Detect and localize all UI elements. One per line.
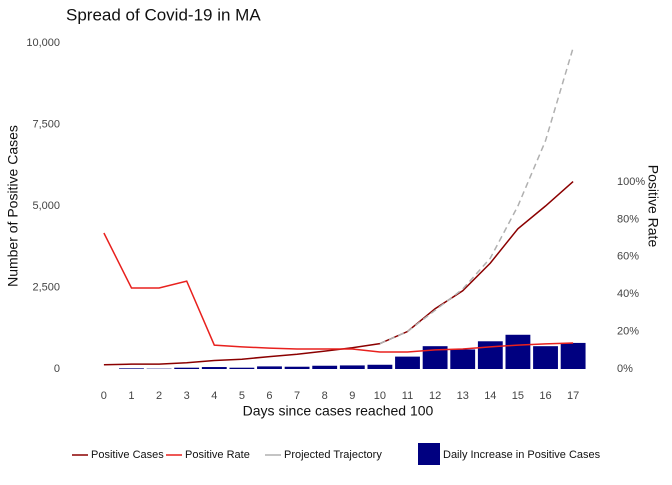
x-tick-label: 0: [101, 390, 107, 402]
bar: [478, 341, 503, 369]
legend-swatch: [418, 443, 440, 465]
x-tick-label: 8: [322, 390, 328, 402]
x-tick-label: 15: [512, 390, 524, 402]
legend-label: Projected Trajectory: [284, 449, 382, 461]
x-tick-label: 10: [374, 390, 386, 402]
series-line: [104, 233, 573, 352]
x-tick-label: 17: [567, 390, 579, 402]
bar: [229, 368, 254, 369]
x-tick-label: 14: [484, 390, 496, 402]
y2-tick-label: 0%: [617, 363, 633, 375]
y2-tick-label: 80%: [617, 213, 639, 225]
y-tick-label: 10,000: [26, 37, 60, 49]
x-tick-label: 1: [128, 390, 134, 402]
bar: [119, 368, 144, 369]
x-tick-label: 7: [294, 390, 300, 402]
bar: [174, 368, 199, 369]
bar: [561, 343, 586, 369]
x-tick-label: 9: [349, 390, 355, 402]
x-tick-label: 6: [266, 390, 272, 402]
y2-axis-title: Positive Rate: [645, 165, 661, 248]
x-tick-label: 12: [429, 390, 441, 402]
series-line: [380, 48, 573, 344]
bar: [450, 349, 475, 369]
y-axis-title: Number of Positive Cases: [5, 125, 21, 287]
bar: [533, 346, 558, 369]
bar: [285, 367, 310, 369]
x-axis-title: Days since cases reached 100: [243, 403, 434, 419]
x-tick-label: 4: [211, 390, 217, 402]
x-tick-label: 5: [239, 390, 245, 402]
y-tick-label: 5,000: [32, 200, 60, 212]
legend-label: Daily Increase in Positive Cases: [443, 449, 601, 461]
bar: [312, 366, 337, 369]
x-tick-label: 3: [184, 390, 190, 402]
y-tick-label: 2,500: [32, 281, 60, 293]
y-tick-label: 7,500: [32, 118, 60, 130]
chart-title: Spread of Covid-19 in MA: [66, 5, 261, 24]
series-line: [104, 182, 573, 365]
x-tick-label: 2: [156, 390, 162, 402]
y2-tick-label: 100%: [617, 176, 645, 188]
bar: [395, 357, 420, 369]
x-tick-label: 13: [457, 390, 469, 402]
bar: [257, 366, 282, 369]
x-tick-label: 11: [402, 390, 413, 402]
x-tick-label: 16: [539, 390, 551, 402]
legend-label: Positive Cases: [91, 449, 164, 461]
y2-tick-label: 40%: [617, 288, 639, 300]
y2-tick-label: 20%: [617, 325, 639, 337]
y2-tick-label: 60%: [617, 251, 639, 263]
y-tick-label: 0: [54, 363, 60, 375]
legend-label: Positive Rate: [185, 449, 250, 461]
bar: [340, 365, 365, 369]
bar: [202, 367, 227, 369]
bar: [506, 335, 531, 369]
bar: [367, 365, 392, 369]
